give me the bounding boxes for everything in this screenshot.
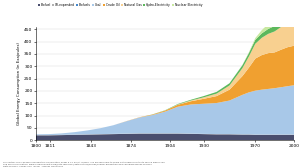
Legend: Biofuel, Oil-expanded, Biofuels, Coal, Crude Oil, Natural Gas, Hydro-Electricity: Biofuel, Oil-expanded, Biofuels, Coal, C… <box>38 3 202 7</box>
Text: This author Riley Reason licensed this visualization under a CC BY-SA license. Y: This author Riley Reason licensed this v… <box>3 161 165 167</box>
Y-axis label: Global Energy Consumption (in Exajoules): Global Energy Consumption (in Exajoules) <box>17 42 21 125</box>
